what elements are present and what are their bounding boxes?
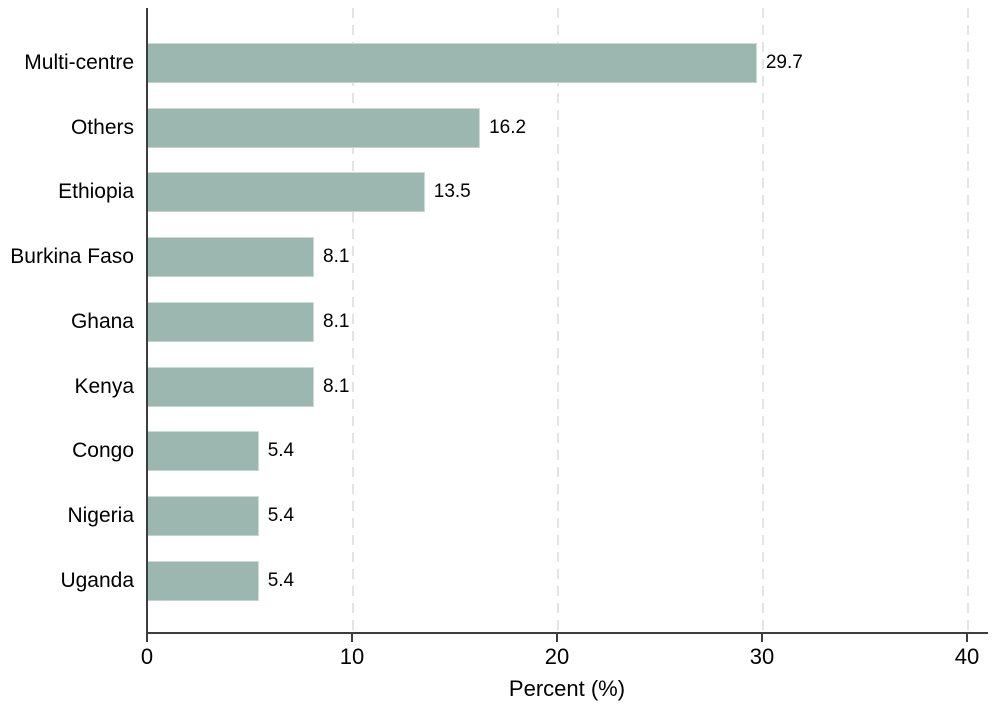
category-label-ethiopia: Ethiopia (58, 180, 134, 204)
value-label-burkina-faso: 8.1 (323, 246, 350, 268)
gridline-10 (352, 8, 354, 632)
value-label-ethiopia: 13.5 (433, 181, 471, 203)
value-label-multi-centre: 29.7 (765, 52, 803, 73)
value-label-ghana: 8.1 (323, 310, 350, 332)
value-label-kenya: 8.1 (323, 375, 350, 397)
category-label-burkina-faso: Burkina Faso (10, 245, 134, 269)
value-label-others: 16.2 (489, 116, 527, 138)
bar-multi-centre (148, 43, 757, 83)
x-tick-label-0: 0 (140, 644, 154, 669)
bar-congo (148, 431, 259, 472)
bar-ethiopia (148, 172, 425, 213)
category-label-congo: Congo (72, 439, 134, 463)
x-tick-mark-30 (761, 632, 763, 642)
bar-burkina-faso (148, 237, 315, 278)
bar-uganda (148, 560, 259, 601)
bar-nigeria (148, 495, 259, 536)
x-axis-title: Percent (%) (508, 676, 626, 701)
x-tick-mark-20 (556, 632, 558, 642)
x-tick-label-30: 30 (749, 644, 775, 669)
value-label-uganda: 5.4 (267, 569, 295, 591)
value-label-congo: 5.4 (267, 440, 295, 462)
x-tick-label-40: 40 (954, 644, 980, 669)
value-label-nigeria: 5.4 (267, 504, 295, 526)
x-tick-label-10: 10 (339, 644, 365, 669)
x-tick-mark-0 (146, 632, 148, 642)
category-label-kenya: Kenya (74, 374, 134, 398)
bar-ghana (148, 301, 315, 342)
bar-kenya (148, 366, 315, 407)
category-label-ghana: Ghana (70, 309, 134, 333)
gridline-30 (762, 8, 764, 632)
category-label-multi-centre: Multi-centre (24, 51, 134, 74)
gridline-20 (557, 8, 559, 632)
x-tick-label-20: 20 (544, 644, 570, 669)
x-tick-mark-10 (351, 632, 353, 642)
bar-others (148, 107, 481, 148)
plot-area: 29.7 16.2 13.5 8.1 8.1 8.1 5.4 5.4 5.4 (146, 8, 988, 634)
category-label-others: Others (70, 115, 134, 139)
category-label-uganda: Uganda (60, 568, 134, 592)
category-label-nigeria: Nigeria (67, 503, 134, 527)
gridline-40 (967, 8, 969, 632)
x-tick-mark-40 (966, 632, 968, 642)
